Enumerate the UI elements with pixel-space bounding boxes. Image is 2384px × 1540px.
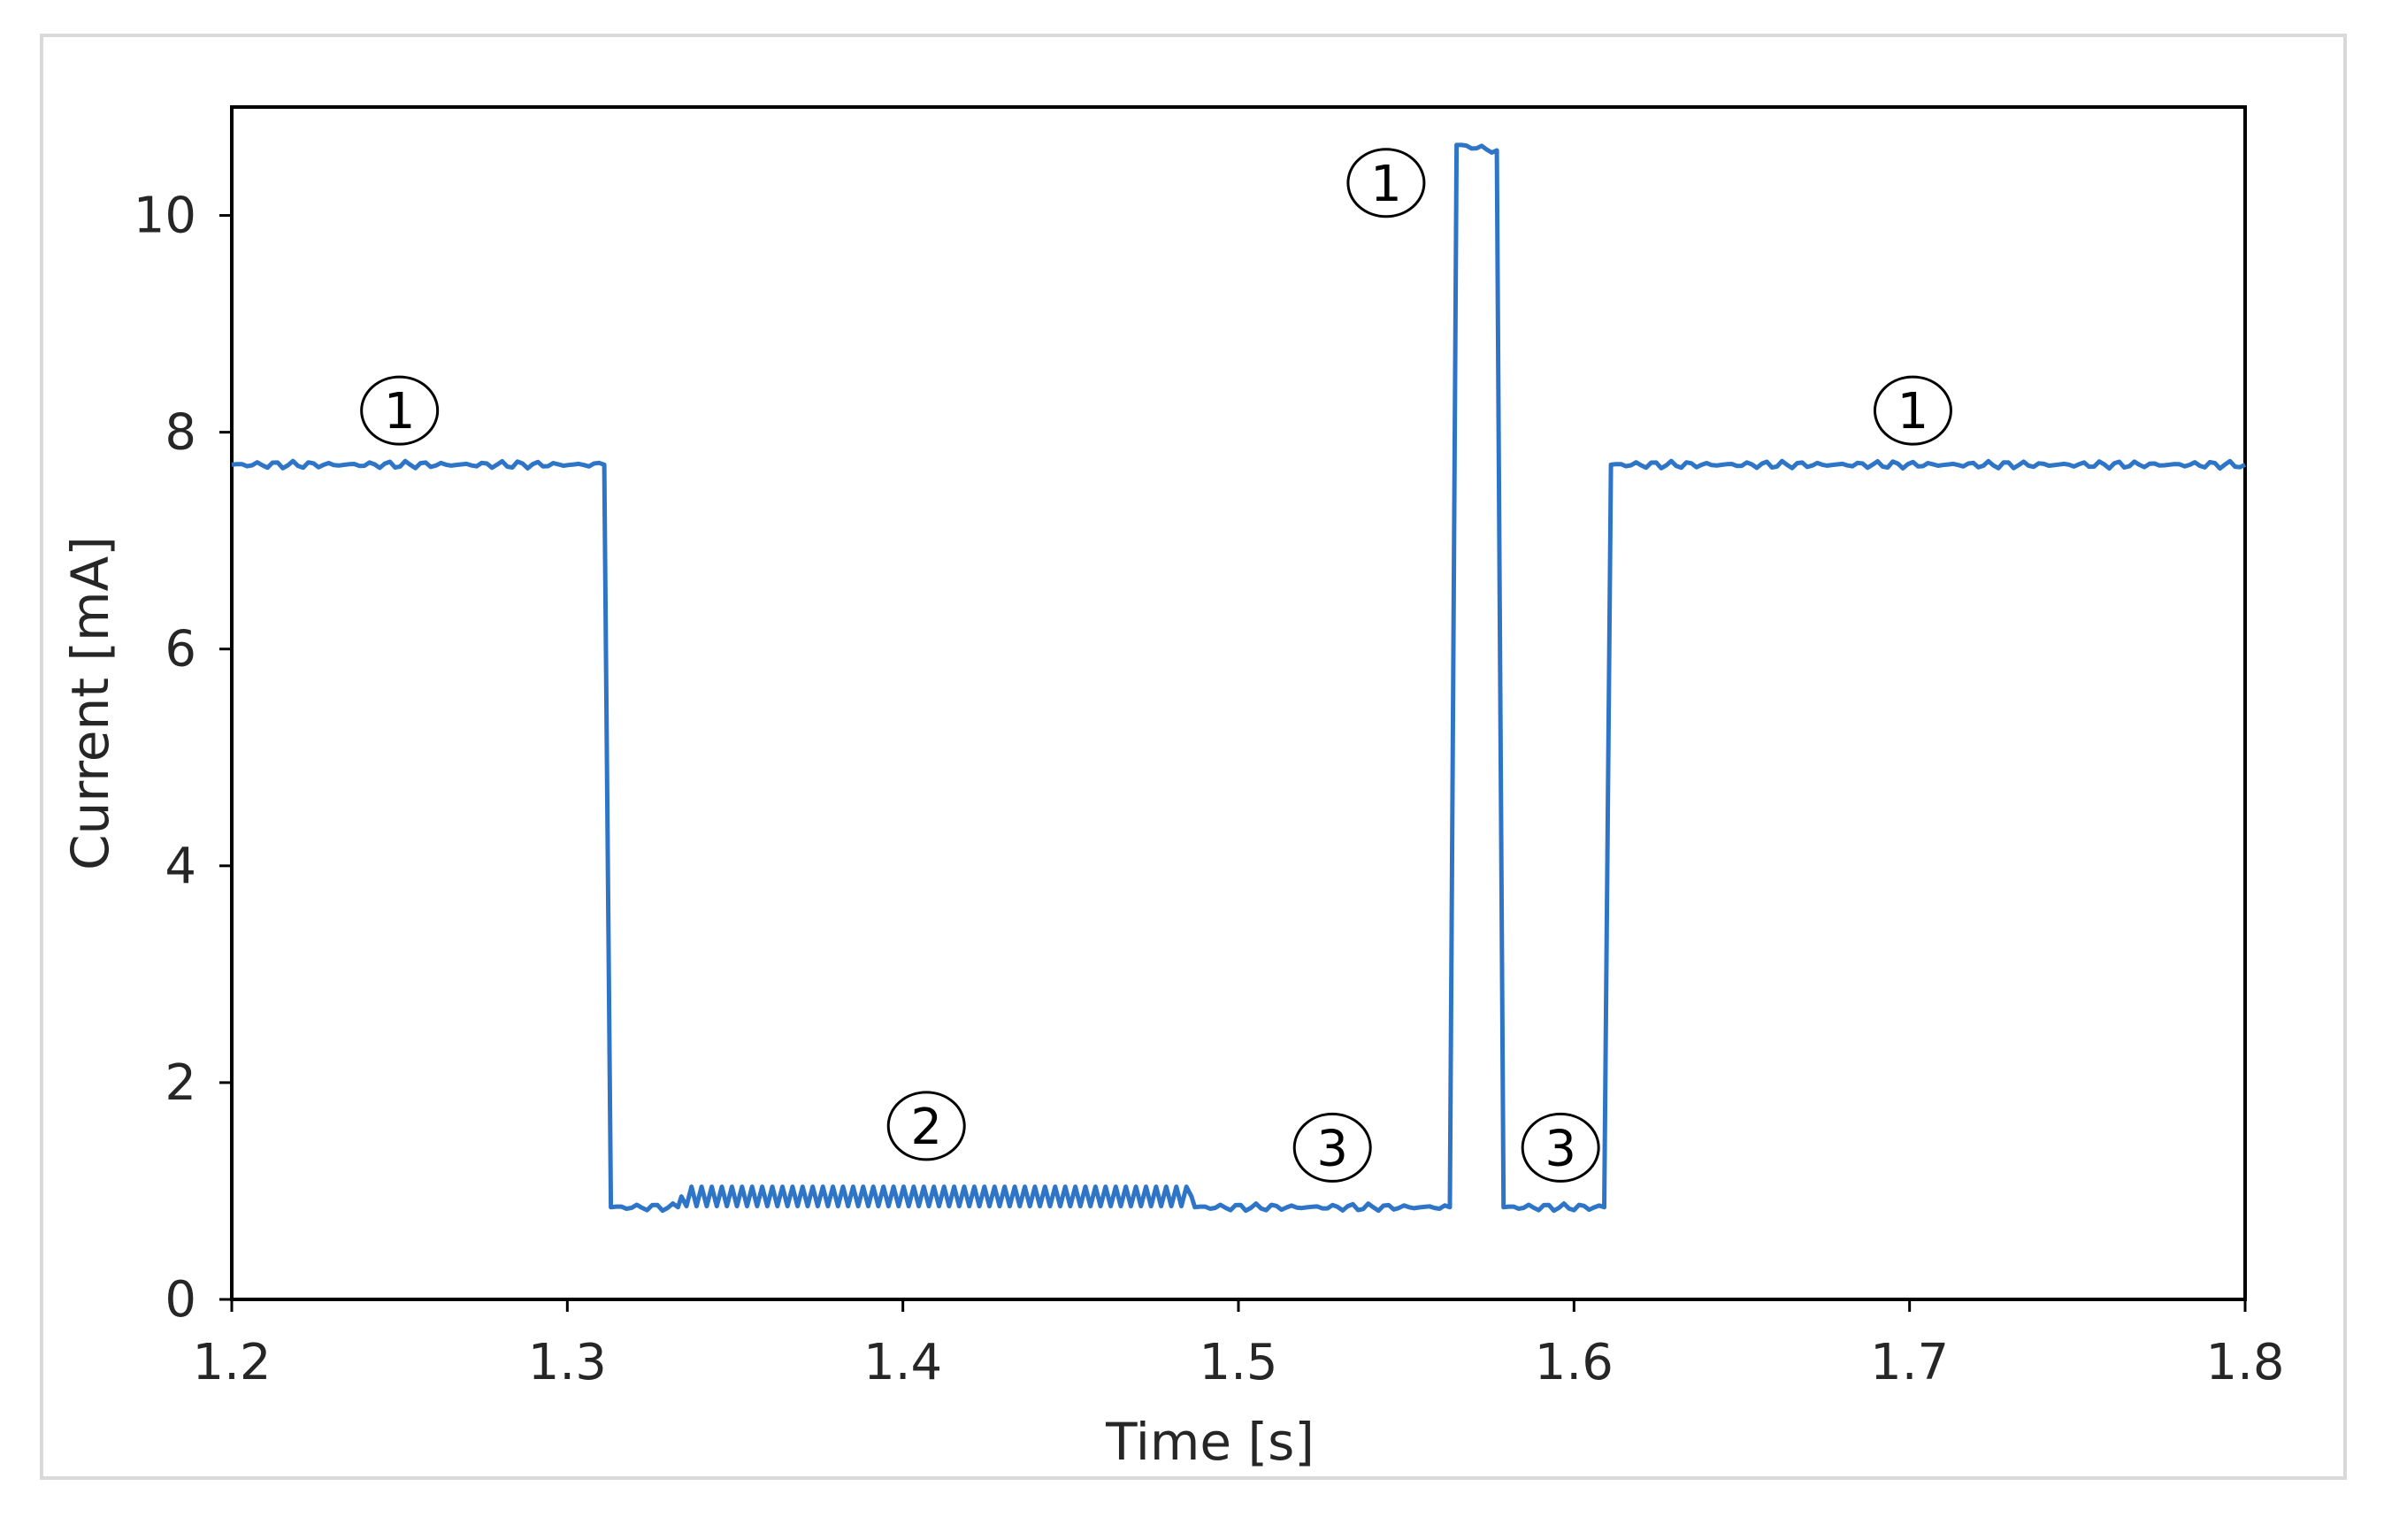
annotations-layer: 1 2 3 1 3 1 (360, 148, 1952, 1183)
annotation-marker: 3 (1521, 1112, 1600, 1183)
annotation-circle (1873, 375, 1952, 446)
y-axis-title: Current [mA] (60, 536, 120, 870)
annotation-circle (1292, 1112, 1372, 1183)
y-tick-label: 8 (165, 404, 196, 462)
annotation-circle (1521, 1112, 1600, 1183)
x-tick-label: 1.8 (2205, 1334, 2284, 1391)
annotation-marker: 1 (1346, 148, 1426, 218)
y-tick-label: 6 (165, 621, 196, 678)
chart-frame (40, 34, 2347, 1480)
annotation-label: 3 (1316, 1120, 1348, 1177)
annotation-marker: 1 (1873, 375, 1952, 446)
series-layer (231, 142, 2247, 1214)
annotation-marker: 1 (360, 375, 440, 446)
y-axis-ticks: 0 2 4 6 8 10 (134, 188, 232, 1329)
annotation-label: 3 (1545, 1120, 1576, 1177)
y-tick-label: 4 (165, 838, 196, 895)
annotation-label: 1 (1370, 156, 1402, 213)
annotation-circle (360, 375, 440, 446)
x-tick-label: 1.6 (1535, 1334, 1614, 1391)
y-tick-label: 2 (165, 1054, 196, 1112)
annotation-label: 1 (1897, 383, 1929, 441)
x-tick-label: 1.2 (192, 1334, 271, 1391)
annotation-circle (886, 1091, 966, 1161)
y-tick-label: 10 (134, 188, 196, 245)
annotation-label: 2 (910, 1099, 942, 1156)
y-tick-label: 0 (165, 1271, 196, 1329)
plot-area-border (230, 105, 2247, 1301)
annotation-marker: 3 (1292, 1112, 1372, 1183)
x-tick-label: 1.4 (863, 1334, 942, 1391)
x-axis-ticks: 1.2 1.3 1.4 1.5 1.6 1.7 1.8 (192, 1299, 2285, 1391)
x-tick-label: 1.5 (1199, 1334, 1277, 1391)
x-tick-label: 1.7 (1870, 1334, 1949, 1391)
x-tick-label: 1.3 (528, 1334, 607, 1391)
annotation-marker: 2 (886, 1091, 966, 1161)
annotation-circle (1346, 148, 1426, 218)
annotation-label: 1 (384, 383, 416, 441)
series-line-0 (231, 142, 2247, 1214)
x-axis-title: Time [s] (1105, 1412, 1315, 1472)
